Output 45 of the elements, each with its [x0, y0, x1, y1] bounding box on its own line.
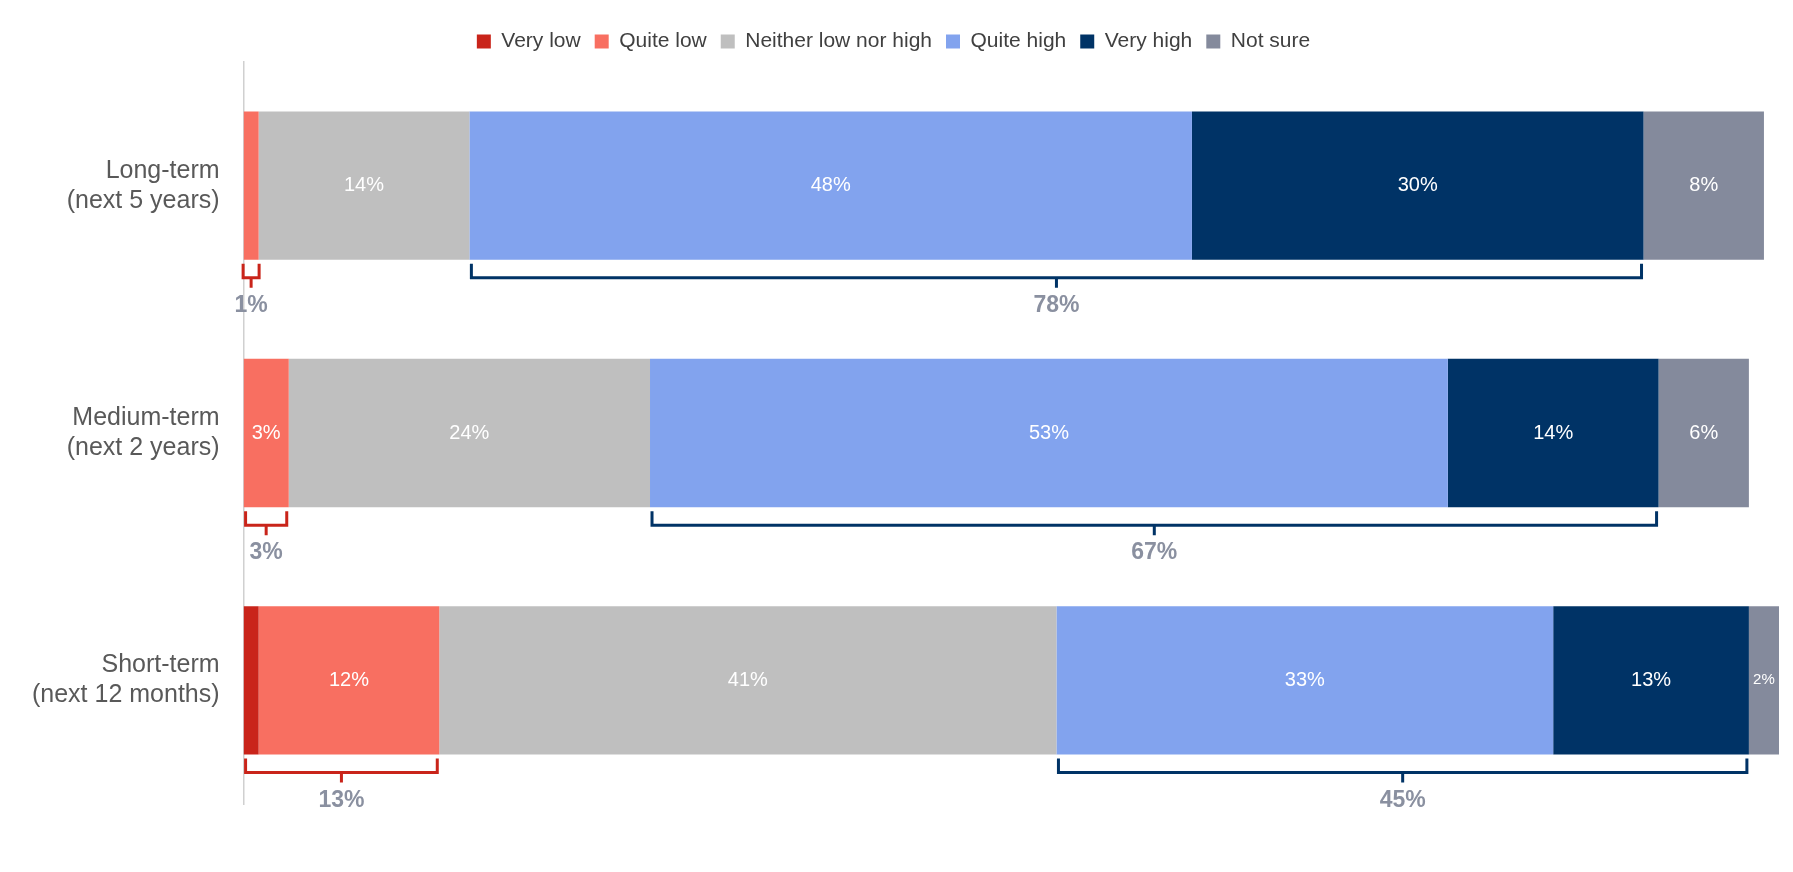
- bar: [288, 358, 651, 508]
- annotation: 1%: [234, 290, 268, 317]
- legend-label: Very high: [1104, 28, 1193, 52]
- bar: [258, 606, 440, 755]
- bar: [1191, 111, 1644, 260]
- bar: [439, 606, 1057, 755]
- data-label: 14%: [1533, 420, 1574, 443]
- data-label: 41%: [727, 667, 769, 690]
- data-label: 48%: [810, 173, 851, 196]
- data-label: 8%: [1689, 173, 1719, 196]
- annotation: 78%: [1033, 290, 1080, 317]
- bar: [243, 358, 289, 508]
- legend-label: Very low: [501, 28, 582, 52]
- data-label: 6%: [1689, 420, 1719, 443]
- bar: [243, 606, 259, 755]
- data-label: 24%: [449, 420, 490, 443]
- bar: [1643, 111, 1764, 260]
- annotation: 13%: [318, 785, 365, 812]
- bar: [1553, 606, 1749, 755]
- bar: [469, 111, 1192, 260]
- legend-label: Neither low nor high: [745, 28, 933, 52]
- legend-label: Not sure: [1230, 28, 1311, 52]
- annotation: 67%: [1131, 538, 1178, 565]
- legend-label: Quite low: [619, 28, 708, 52]
- bar: [258, 111, 470, 260]
- data-label: 12%: [328, 667, 370, 690]
- data-label: 53%: [1028, 420, 1070, 443]
- legend-label: Quite high: [970, 28, 1067, 52]
- annotation: 45%: [1379, 785, 1426, 812]
- y-tick-label: Medium-term (next 2 years): [66, 401, 220, 460]
- data-label: 2%: [1753, 670, 1775, 688]
- y-tick-label: Long-term (next 5 years): [66, 154, 220, 213]
- data-label: 33%: [1284, 667, 1326, 690]
- data-label: 30%: [1397, 173, 1438, 196]
- bar: [1658, 358, 1749, 508]
- data-label: 3%: [251, 420, 281, 443]
- bar: [650, 358, 1448, 508]
- bar: [1447, 358, 1659, 508]
- bar: [1748, 606, 1779, 755]
- bar: [243, 111, 259, 260]
- bar: [1056, 606, 1554, 755]
- data-label: 14%: [343, 173, 385, 196]
- annotation: 3%: [249, 538, 283, 565]
- y-tick-label: Short-term (next 12 months): [31, 649, 220, 708]
- data-label: 13%: [1631, 667, 1672, 690]
